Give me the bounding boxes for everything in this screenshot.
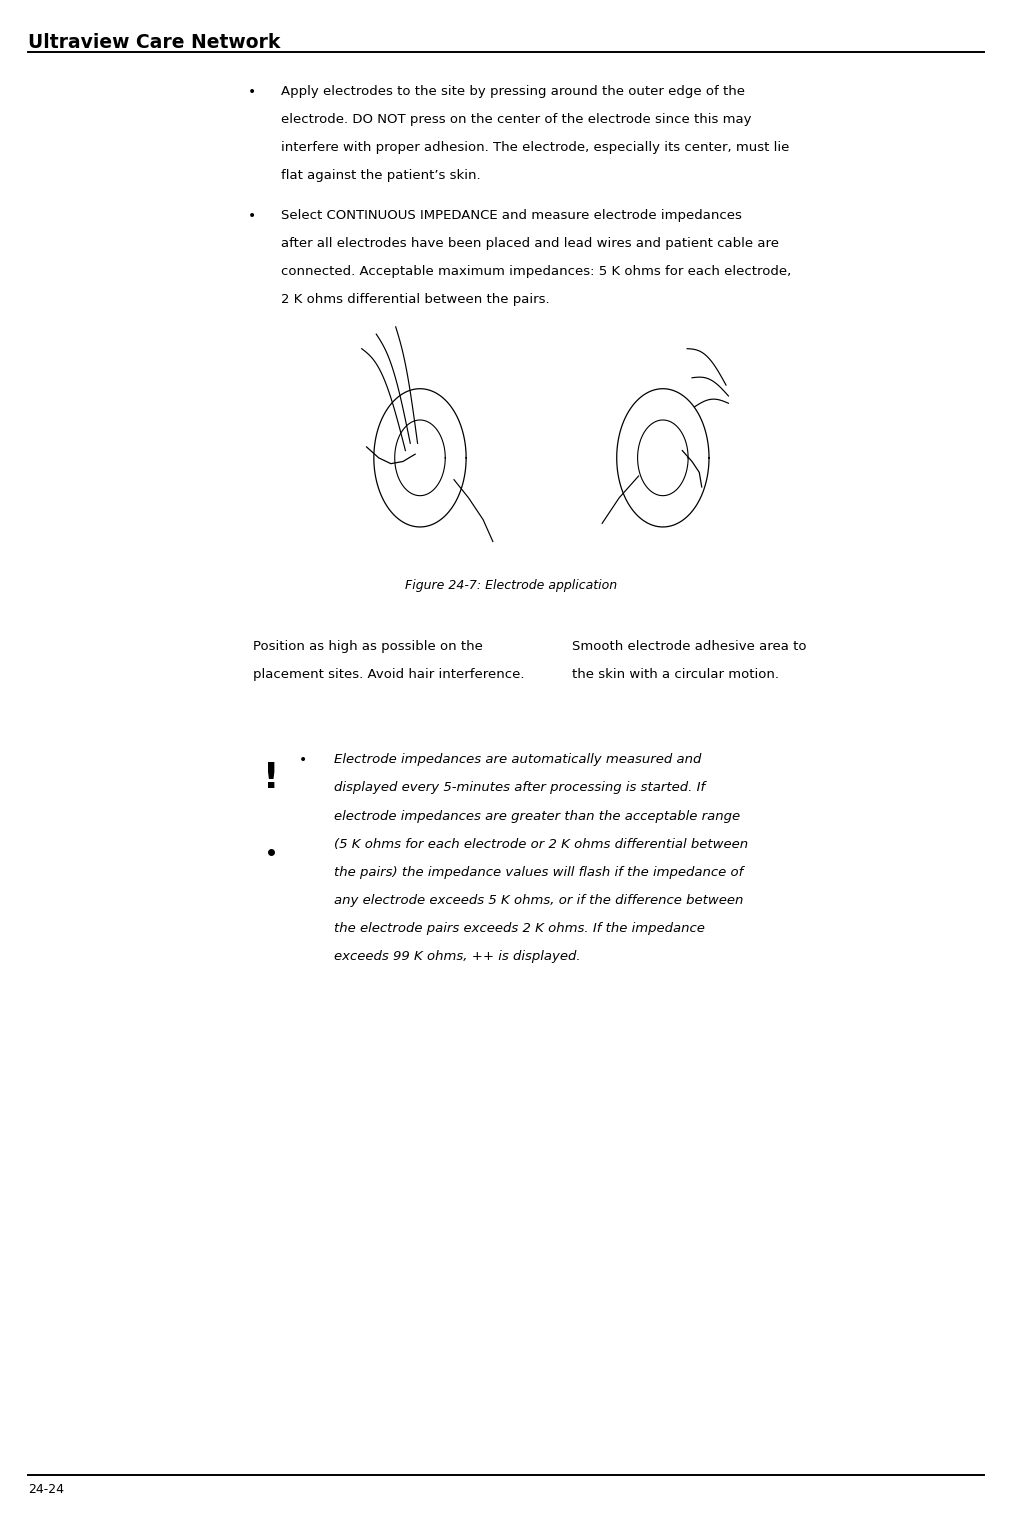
Text: flat against the patient’s skin.: flat against the patient’s skin. [281,170,480,182]
Text: Smooth electrode adhesive area to: Smooth electrode adhesive area to [571,640,806,653]
Text: connected. Acceptable maximum impedances: 5 K ohms for each electrode,: connected. Acceptable maximum impedances… [281,265,791,279]
Text: placement sites. Avoid hair interference.: placement sites. Avoid hair interference… [253,667,524,681]
Text: 24-24: 24-24 [28,1483,65,1496]
Text: any electrode exceeds 5 K ohms, or if the difference between: any electrode exceeds 5 K ohms, or if th… [334,894,743,907]
Text: Ultraview Care Network: Ultraview Care Network [28,33,280,53]
Text: •: • [298,753,306,767]
Text: •: • [248,209,256,223]
Text: the skin with a circular motion.: the skin with a circular motion. [571,667,778,681]
Text: •: • [248,85,256,99]
Text: Electrode impedances are automatically measured and: Electrode impedances are automatically m… [334,753,701,767]
Text: electrode. DO NOT press on the center of the electrode since this may: electrode. DO NOT press on the center of… [281,114,751,126]
Text: displayed every 5-minutes after processing is started. If: displayed every 5-minutes after processi… [334,782,705,794]
Text: the pairs) the impedance values will flash if the impedance of: the pairs) the impedance values will fla… [334,866,742,879]
Text: 2 K ohms differential between the pairs.: 2 K ohms differential between the pairs. [281,294,549,306]
Text: Apply electrodes to the site by pressing around the outer edge of the: Apply electrodes to the site by pressing… [281,85,744,99]
Text: electrode impedances are greater than the acceptable range: electrode impedances are greater than th… [334,810,739,823]
Text: the electrode pairs exceeds 2 K ohms. If the impedance: the electrode pairs exceeds 2 K ohms. If… [334,922,704,935]
Text: Select CONTINUOUS IMPEDANCE and measure electrode impedances: Select CONTINUOUS IMPEDANCE and measure … [281,209,741,223]
Text: after all electrodes have been placed and lead wires and patient cable are: after all electrodes have been placed an… [281,236,778,250]
Text: (5 K ohms for each electrode or 2 K ohms differential between: (5 K ohms for each electrode or 2 K ohms… [334,838,747,850]
Text: exceeds 99 K ohms, ++ is displayed.: exceeds 99 K ohms, ++ is displayed. [334,949,580,963]
Text: !: ! [263,761,279,794]
Text: Position as high as possible on the: Position as high as possible on the [253,640,482,653]
Text: interfere with proper adhesion. The electrode, especially its center, must lie: interfere with proper adhesion. The elec… [281,141,789,155]
Text: Figure 24-7: Electrode application: Figure 24-7: Electrode application [404,579,617,593]
